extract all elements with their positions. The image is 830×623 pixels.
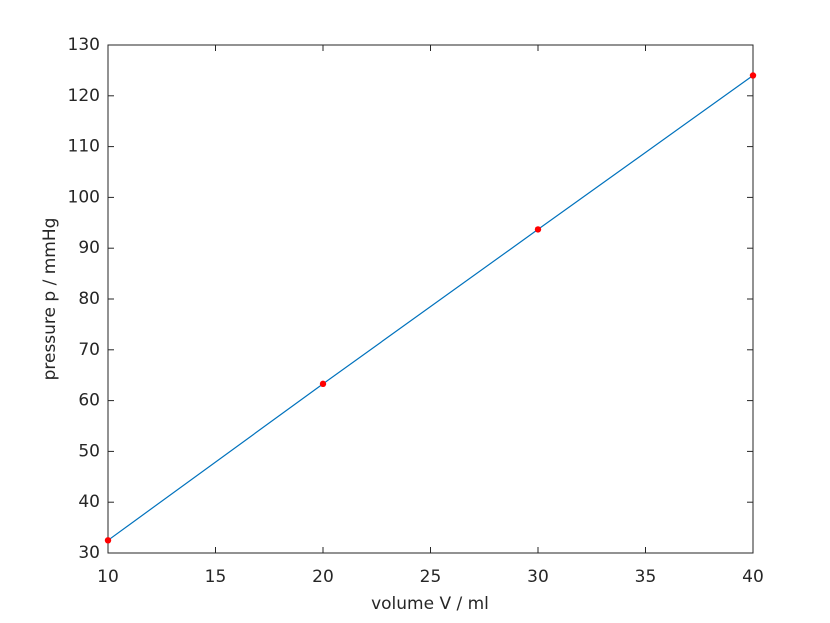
plot-area bbox=[107, 44, 754, 554]
y-tick-label: 30 bbox=[78, 543, 100, 563]
x-tick-label: 35 bbox=[635, 567, 657, 587]
y-tick-label: 130 bbox=[68, 35, 100, 55]
x-tick-label: 10 bbox=[97, 567, 119, 587]
y-tick-label: 50 bbox=[78, 441, 100, 461]
x-tick-label: 15 bbox=[205, 567, 227, 587]
y-tick-label: 60 bbox=[78, 391, 100, 411]
x-tick-label: 25 bbox=[420, 567, 442, 587]
y-tick-label: 110 bbox=[68, 137, 100, 157]
y-tick-label: 90 bbox=[78, 238, 100, 258]
data-point bbox=[319, 380, 327, 388]
y-tick-label: 80 bbox=[78, 289, 100, 309]
y-tick-label: 100 bbox=[68, 187, 100, 207]
y-tick-label: 70 bbox=[78, 340, 100, 360]
y-axis-label: pressure p / mmHg bbox=[40, 218, 60, 381]
x-tick-label: 20 bbox=[312, 567, 334, 587]
data-point bbox=[534, 226, 542, 233]
data-line bbox=[107, 74, 754, 541]
y-tick-label: 120 bbox=[68, 86, 100, 106]
data-point bbox=[104, 537, 112, 544]
x-tick-label: 40 bbox=[742, 567, 764, 587]
y-tick-label: 40 bbox=[78, 492, 100, 512]
data-point bbox=[749, 72, 757, 79]
x-tick-label: 30 bbox=[527, 567, 549, 587]
x-axis-label: volume V / ml bbox=[371, 594, 489, 614]
